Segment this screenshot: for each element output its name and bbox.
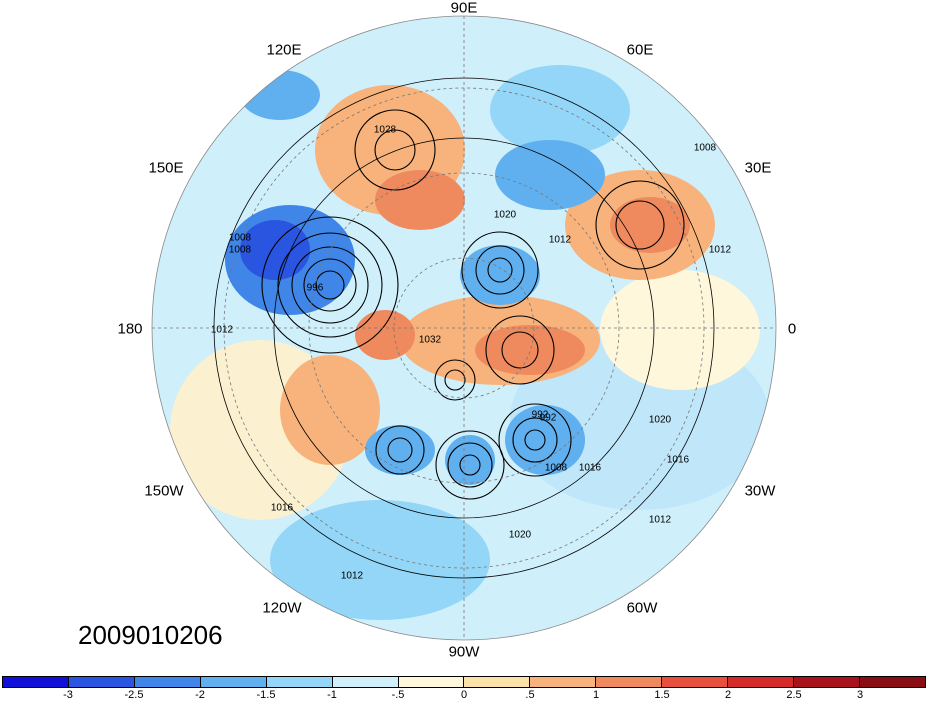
cold-anomaly bbox=[240, 70, 320, 120]
colorbar-box bbox=[3, 677, 69, 687]
lon-label-60e: 60E bbox=[626, 41, 654, 59]
contour-label: 1016 bbox=[270, 502, 294, 514]
contour-label: 1016 bbox=[666, 454, 690, 466]
cold-anomaly bbox=[495, 140, 605, 210]
lon-label-180: 180 bbox=[117, 320, 143, 338]
colorbar-tick-label: 1 bbox=[592, 689, 600, 701]
date-stamp: 2009010206 bbox=[78, 620, 223, 650]
colorbar-box bbox=[530, 677, 597, 687]
contour-label: 1008 bbox=[544, 462, 568, 474]
colorbar-tick-label: 2 bbox=[724, 689, 732, 701]
colorbar-tick-label: 3 bbox=[856, 689, 864, 701]
graticule bbox=[152, 16, 776, 640]
colorbar bbox=[2, 676, 926, 688]
colorbar-box bbox=[728, 677, 795, 687]
colorbar-box bbox=[200, 677, 267, 687]
anomaly-region bbox=[600, 270, 760, 390]
colorbar-tick-label: -.5 bbox=[391, 689, 405, 701]
colorbar-box bbox=[596, 677, 663, 687]
cold-anomaly bbox=[240, 220, 310, 280]
contour-label: 1020 bbox=[493, 209, 517, 221]
contour-label: 1020 bbox=[508, 529, 532, 541]
colorbar-box bbox=[332, 677, 399, 687]
lon-label-90w: 90W bbox=[448, 643, 480, 661]
colorbar-box bbox=[266, 677, 333, 687]
lon-label-30w: 30W bbox=[744, 482, 776, 500]
contour-label: 1012 bbox=[708, 244, 732, 256]
contour-label: 1020 bbox=[648, 414, 672, 426]
contour-label: 992 bbox=[539, 412, 557, 424]
contour-label: 1032 bbox=[418, 334, 442, 346]
lon-label-90e: 90E bbox=[450, 0, 478, 17]
colorbar-tick-label: -1.5 bbox=[256, 689, 276, 701]
contour-label: 1012 bbox=[210, 324, 234, 336]
map-boundary bbox=[151, 15, 777, 641]
colorbar-tick-label: -3 bbox=[63, 689, 73, 701]
contour-label: 1008 bbox=[228, 232, 252, 244]
colorbar-box bbox=[859, 677, 925, 687]
lon-label-0: 0 bbox=[787, 320, 797, 338]
contour-label: 1028 bbox=[373, 124, 397, 136]
colorbar-tick-label: .5 bbox=[525, 689, 535, 701]
colorbar-box bbox=[794, 677, 860, 687]
colorbar-box bbox=[68, 677, 135, 687]
contour-label: 1008 bbox=[228, 244, 252, 256]
contour-label: 992 bbox=[531, 409, 549, 421]
contour-label: 1008 bbox=[693, 142, 717, 154]
contour-label: 1012 bbox=[548, 234, 572, 246]
colorbar-tick-label: -2.5 bbox=[124, 689, 144, 701]
colorbar-tick-label: 1.5 bbox=[654, 689, 670, 701]
colorbar-tick-label: 0 bbox=[460, 689, 468, 701]
warm-anomaly bbox=[355, 310, 415, 360]
anomaly-region bbox=[490, 65, 630, 155]
cold-anomaly bbox=[460, 245, 540, 305]
contour-label: 1016 bbox=[578, 462, 602, 474]
warm-anomaly bbox=[280, 355, 380, 465]
colorbar-tick-label: -2 bbox=[195, 689, 205, 701]
lon-label-150e: 150E bbox=[148, 159, 184, 177]
warm-anomaly bbox=[475, 325, 585, 375]
lon-label-150w: 150W bbox=[144, 482, 184, 500]
lon-label-30e: 30E bbox=[744, 159, 772, 177]
contour-label: 1012 bbox=[648, 514, 672, 526]
colorbar-box bbox=[134, 677, 201, 687]
anomaly-region bbox=[270, 500, 490, 620]
colorbar-box bbox=[464, 677, 531, 687]
lon-label-60w: 60W bbox=[626, 599, 658, 617]
contour-label: 996 bbox=[306, 282, 324, 294]
colorbar-box bbox=[662, 677, 729, 687]
warm-anomaly bbox=[610, 197, 690, 253]
colorbar-tick-label: 2.5 bbox=[786, 689, 802, 701]
colorbar-tick-label: -1 bbox=[327, 689, 337, 701]
colorbar-box bbox=[398, 677, 465, 687]
contour-label: 1012 bbox=[340, 570, 364, 582]
cold-anomaly bbox=[365, 425, 435, 475]
lon-label-120e: 120E bbox=[266, 41, 302, 59]
lon-label-120w: 120W bbox=[262, 599, 302, 617]
warm-anomaly bbox=[375, 170, 465, 230]
